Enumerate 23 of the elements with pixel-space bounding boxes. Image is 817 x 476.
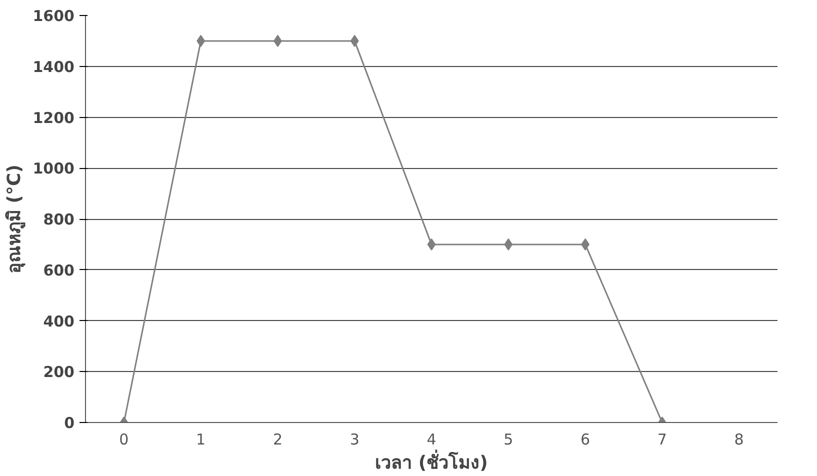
x-tick-label: 7 [657,430,667,448]
y-tick-label: 1200 [32,108,74,127]
y-tick-label: 0 [64,414,74,432]
point [350,34,359,47]
y-tick-label: 400 [43,312,74,330]
point [427,238,436,250]
y-axis-title: อุณหภูมิ (°C) [4,164,26,274]
x-tick-label: 1 [196,430,206,448]
y-tick-label: 1000 [32,160,74,178]
point [504,238,513,250]
x-tick-label: 5 [504,430,514,448]
y-tick-label: 1600 [32,7,74,25]
x-tick-label: 3 [350,430,360,448]
x-tick-label: 2 [272,430,282,448]
y-tick-label: 800 [43,210,74,228]
y-tick-label: 200 [43,363,74,382]
x-tick-label: 0 [119,430,129,448]
x-tick-label: 4 [426,430,436,448]
y-tick-label: 1400 [32,58,74,76]
x-tick-label: 6 [580,430,590,448]
x-axis-title: เวลา (ชั่วโมง) [375,450,488,474]
y-tick-label: 600 [43,261,74,280]
x-tick-label: 8 [734,430,744,448]
